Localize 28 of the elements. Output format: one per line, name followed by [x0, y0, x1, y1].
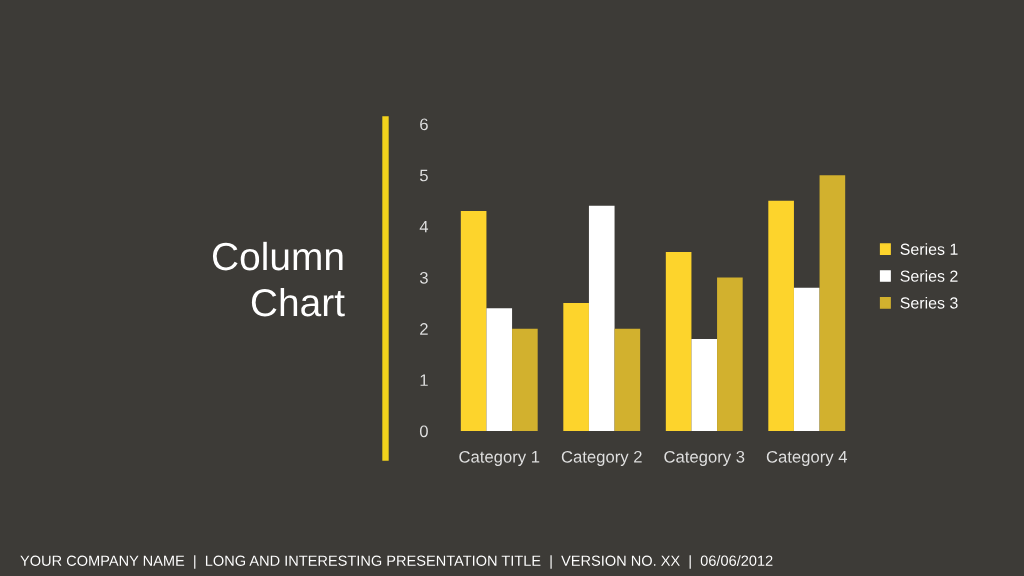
- bar: [614, 328, 641, 431]
- bar: [793, 287, 820, 431]
- legend-label: Series 2: [900, 270, 958, 282]
- text: YOUR COMPANY NAME | LONG AND INTERESTING PRESENTATION TITLE | VERSION NO. XX | 06/06/2012: [20, 555, 773, 569]
- y-tick-label: 4: [419, 220, 429, 233]
- x-tick-label: Category 2: [561, 450, 642, 466]
- bar: [717, 277, 743, 431]
- bar: [460, 210, 487, 431]
- legend-label: Series 1: [900, 243, 958, 255]
- x-tick-label: Category 4: [766, 450, 848, 466]
- bar: [563, 303, 589, 431]
- bar: [588, 205, 615, 431]
- y-tick-label: 0: [419, 425, 428, 438]
- bar: [512, 328, 538, 431]
- y-tick-label: 1: [420, 374, 428, 386]
- legend-label: Series 3: [900, 296, 958, 309]
- bar: [691, 338, 718, 431]
- x-tick-label: Category 1: [459, 450, 540, 466]
- x-tick-label: Category 3: [664, 450, 745, 466]
- bar: [486, 308, 513, 431]
- text: Column Chart: [212, 241, 345, 317]
- y-tick-label: 6: [420, 118, 428, 131]
- y-tick-label: 3: [419, 271, 428, 284]
- bar: [819, 175, 846, 431]
- y-tick-label: 2: [420, 323, 428, 335]
- bar: [768, 200, 794, 431]
- y-tick-label: 5: [419, 169, 428, 182]
- bar: [665, 251, 692, 431]
